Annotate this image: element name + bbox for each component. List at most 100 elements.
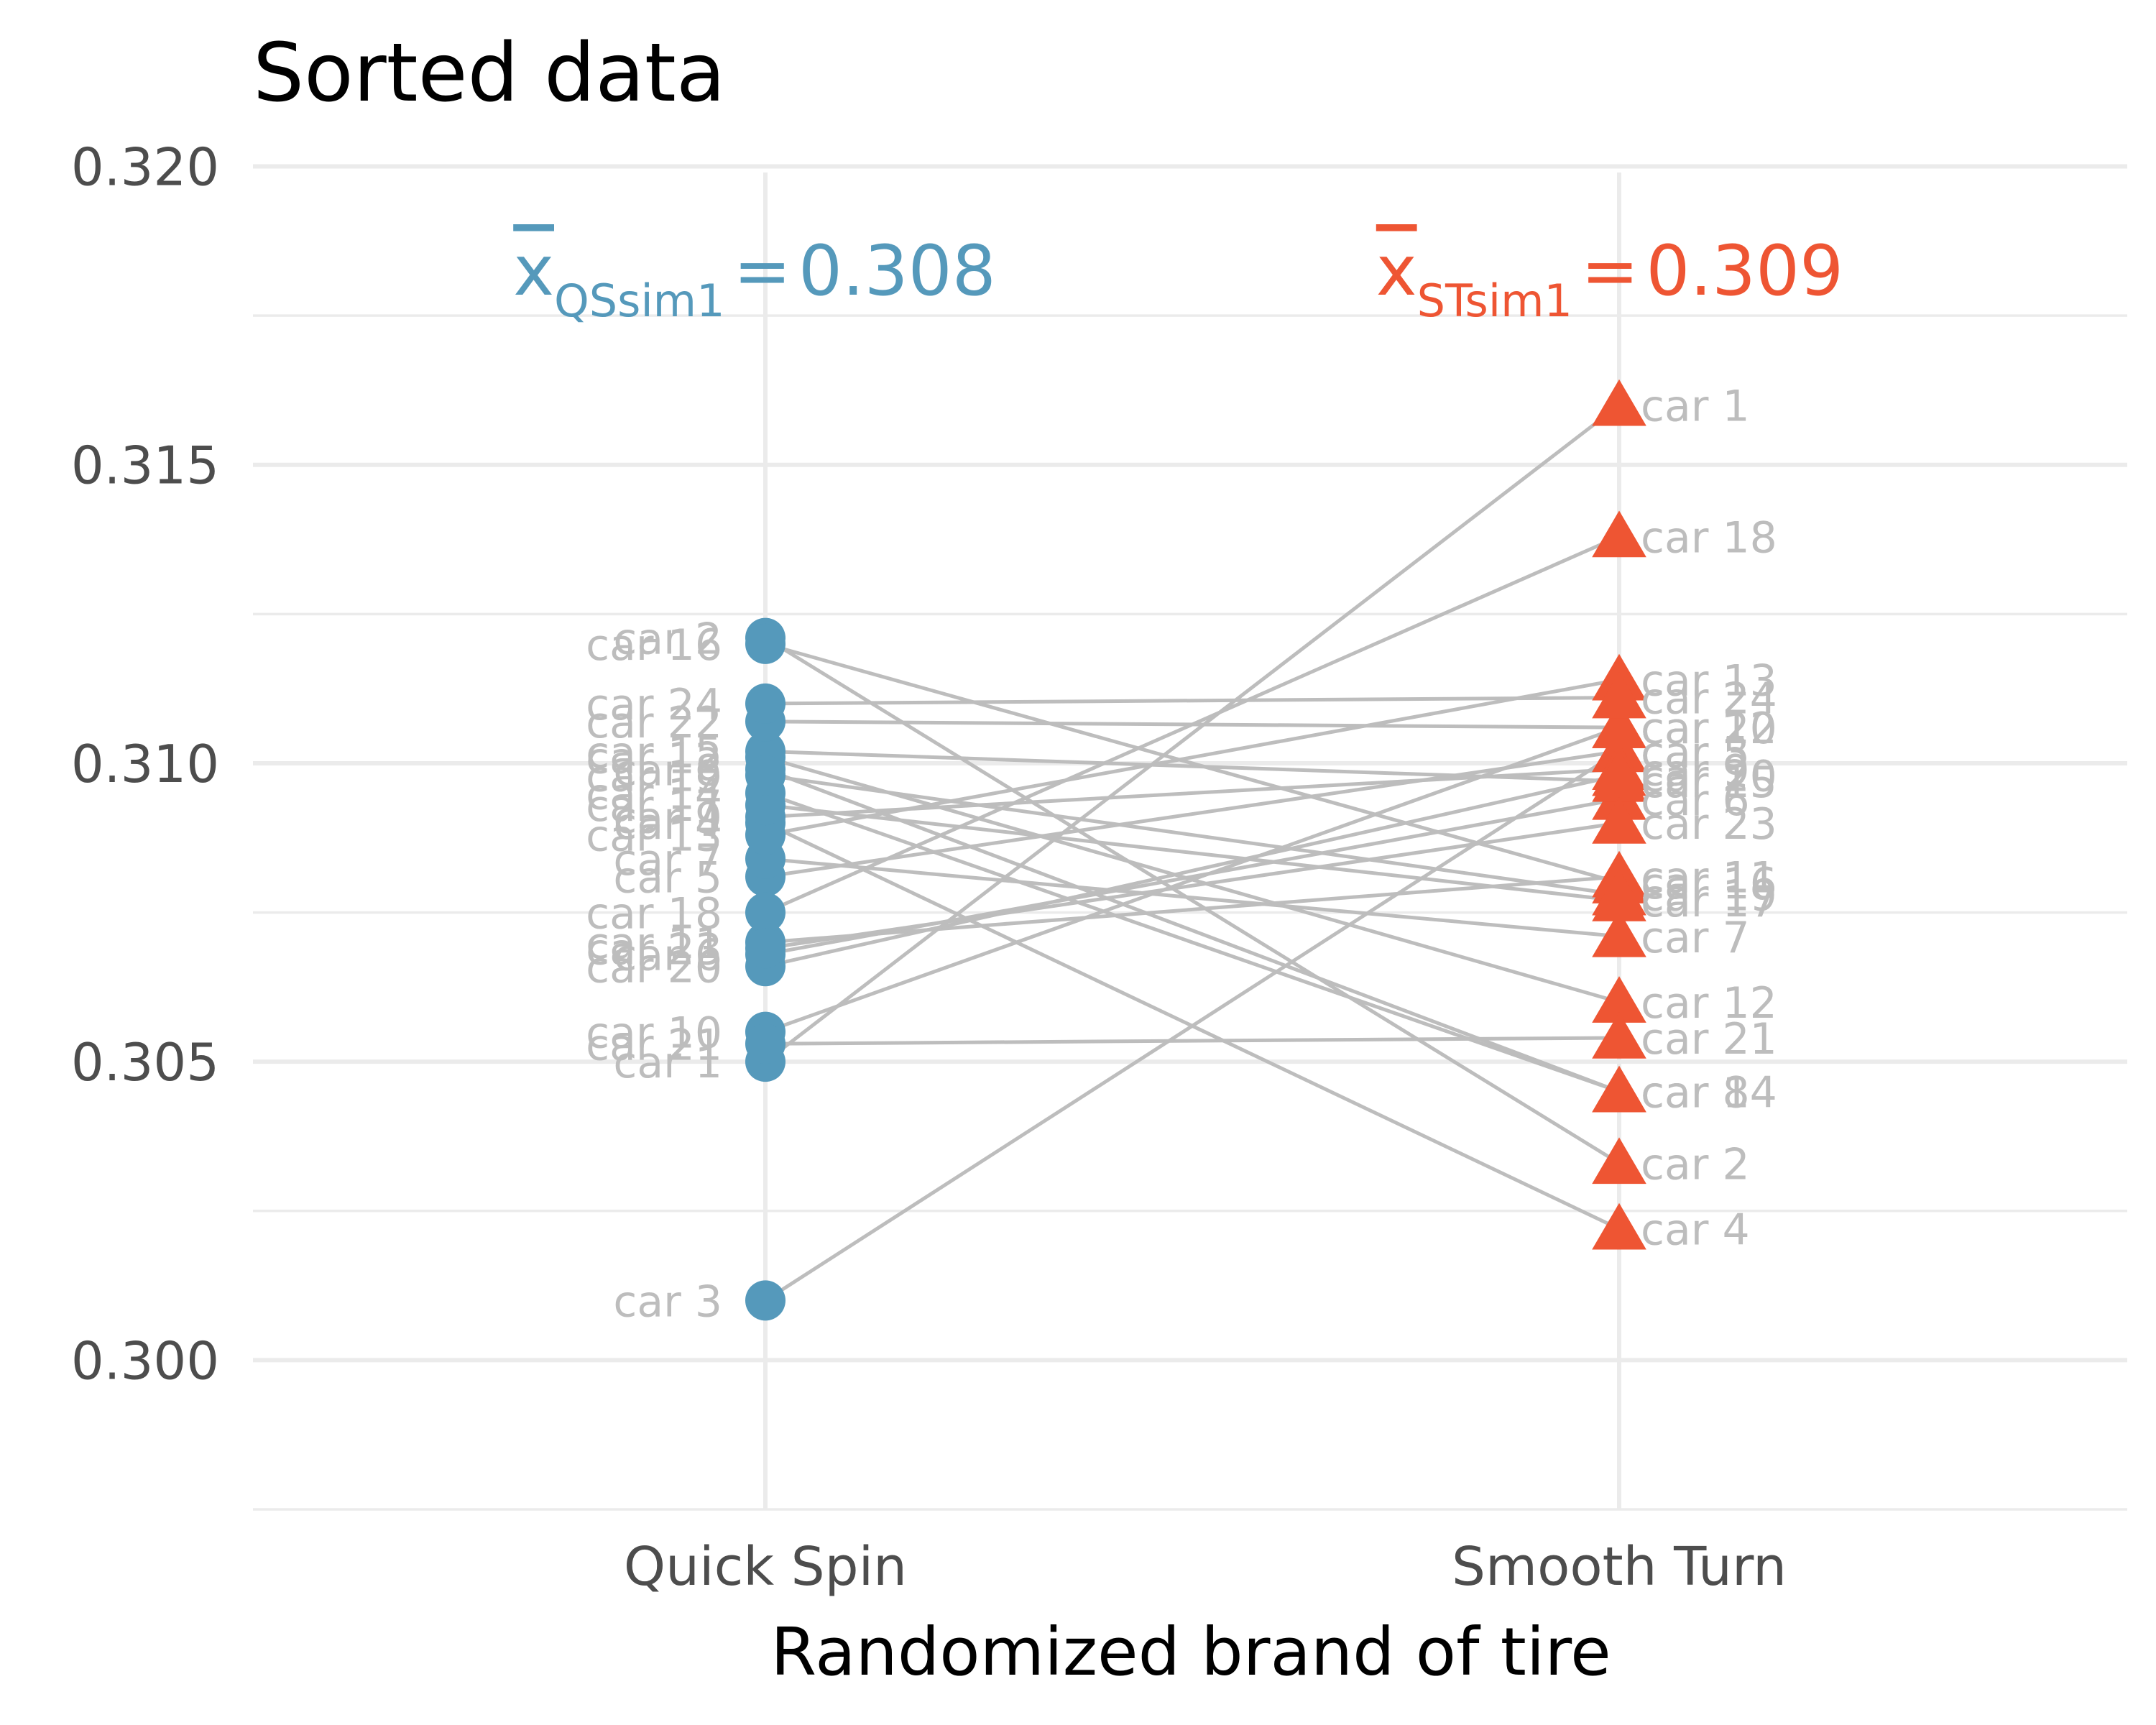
- connector-line: [765, 791, 1620, 1094]
- mean-value: 0.309: [1646, 231, 1843, 311]
- quick-spin-car-label: car 21: [586, 1020, 722, 1070]
- smooth-turn-point: [1592, 702, 1646, 748]
- smooth-turn-car-label: car 7: [1641, 913, 1750, 963]
- quick-spin-point: [745, 683, 786, 724]
- quick-spin-car-label: car 3: [613, 1276, 722, 1327]
- quick-spin-car-label: car 12: [586, 734, 722, 784]
- car-labels: car 1 car 1 car 2 car 2 car 3 car 3 car 4 car 4…: [586, 382, 1777, 1328]
- connector-line: [765, 821, 1620, 950]
- quick-spin-car-label: car 10: [586, 1008, 722, 1059]
- quick-spin-point: [745, 755, 786, 796]
- connector-line: [765, 749, 1620, 879]
- y-tick-label: 0.320: [71, 137, 219, 198]
- smooth-turn-car-label: car 19: [1641, 871, 1777, 921]
- x-axis-title: Randomized brand of tire: [770, 1614, 1611, 1690]
- connector-line: [765, 678, 1620, 837]
- smooth-turn-car-label: car 10: [1641, 704, 1777, 754]
- quick-spin-points: [745, 617, 786, 1321]
- x-axis-ticks: Quick Spin Smooth Turn: [624, 1536, 1787, 1598]
- connector-line: [765, 773, 1620, 968]
- mean-subscript: STsim1: [1417, 275, 1572, 327]
- smooth-turn-point: [1592, 1011, 1646, 1059]
- smooth-turn-point: [1592, 1137, 1646, 1184]
- quick-spin-point: [745, 928, 786, 969]
- quick-spin-point: [745, 892, 786, 933]
- smooth-turn-car-label: car 14: [1641, 1068, 1777, 1118]
- quick-spin-point: [745, 1280, 786, 1321]
- quick-spin-car-label: car 9: [613, 794, 722, 844]
- y-tick-label: 0.300: [71, 1330, 219, 1391]
- quick-spin-car-label: car 20: [586, 942, 722, 993]
- smooth-turn-point: [1592, 1202, 1646, 1250]
- y-tick-label: 0.315: [71, 436, 219, 496]
- connector-line: [764, 403, 1621, 1064]
- smooth-turn-point: [1592, 868, 1646, 916]
- connector-line: [764, 821, 1621, 1230]
- quick-spin-point: [745, 1024, 786, 1064]
- quick-spin-car-label: car 11: [586, 919, 722, 969]
- smooth-turn-point: [1592, 910, 1646, 957]
- connector-line: [765, 749, 1620, 783]
- connector-lines: [764, 403, 1621, 1302]
- y-tick-label: 0.305: [71, 1032, 219, 1092]
- connector-line: [765, 1036, 1620, 1046]
- gridlines: [253, 164, 2127, 1511]
- smooth-turn-car-label: car 6: [1641, 776, 1750, 826]
- smooth-turn-car-label: car 5: [1641, 727, 1750, 778]
- smooth-turn-point: [1592, 797, 1646, 844]
- smooth-turn-points: [1592, 379, 1646, 1250]
- y-axis-ticks: 0.300 0.305 0.310 0.315 0.320: [71, 137, 219, 1392]
- smooth-turn-car-label: car 2: [1641, 1139, 1750, 1190]
- connector-line: [765, 696, 1620, 706]
- quick-spin-car-label: car 1: [613, 1038, 722, 1088]
- mean-annotation: xSTsim1 = 0.309: [1376, 231, 1843, 327]
- quick-spin-car-label: car 23: [586, 924, 722, 975]
- smooth-turn-car-label: car 8: [1641, 1068, 1750, 1118]
- quick-spin-car-label: car 18: [586, 889, 722, 939]
- smooth-turn-car-label: car 15: [1641, 758, 1777, 808]
- smooth-turn-car-label: car 13: [1641, 656, 1777, 707]
- quick-spin-car-label: car 2: [613, 615, 722, 665]
- x-tick-label: Smooth Turn: [1452, 1536, 1787, 1598]
- connector-line: [765, 773, 1620, 897]
- connector-line: [765, 755, 1620, 1004]
- smooth-turn-point: [1592, 671, 1646, 719]
- mean-symbol: x: [1376, 231, 1417, 311]
- smooth-turn-car-label: car 21: [1641, 1014, 1777, 1064]
- mean-value: 0.308: [798, 231, 996, 311]
- smooth-turn-car-label: car 23: [1641, 799, 1777, 850]
- quick-spin-car-label: car 8: [613, 745, 722, 796]
- smooth-turn-point: [1592, 379, 1646, 426]
- smooth-turn-car-label: car 20: [1641, 752, 1777, 802]
- chart-title: Sorted data: [253, 27, 725, 120]
- connector-line: [765, 857, 1620, 939]
- connector-line: [765, 875, 1620, 944]
- quick-spin-car-label: car 19: [586, 752, 722, 802]
- smooth-turn-point: [1592, 510, 1646, 558]
- smooth-turn-car-label: car 18: [1641, 512, 1777, 563]
- smooth-turn-car-label: car 3: [1641, 727, 1750, 778]
- smooth-turn-point: [1592, 1065, 1646, 1113]
- quick-spin-car-label: car 17: [586, 781, 722, 832]
- quick-spin-car-label: car 6: [613, 931, 722, 981]
- quick-spin-point: [745, 785, 786, 826]
- smooth-turn-car-label: car 4: [1641, 1205, 1750, 1256]
- connector-line: [765, 719, 1620, 730]
- quick-spin-car-label: car 16: [586, 620, 722, 671]
- smooth-turn-car-label: car 17: [1641, 877, 1777, 927]
- mean-equals: =: [1581, 231, 1639, 311]
- connector-line: [765, 803, 1620, 903]
- smooth-turn-car-label: car 22: [1641, 704, 1777, 754]
- smooth-turn-point: [1592, 976, 1646, 1023]
- mean-subscript: QSsim1: [554, 275, 725, 327]
- smooth-turn-car-label: car 9: [1641, 745, 1750, 796]
- smooth-turn-car-label: car 11: [1641, 853, 1777, 903]
- mean-annotation: xQSsim1 = 0.308: [513, 231, 996, 327]
- smooth-turn-car-label: car 24: [1641, 674, 1777, 724]
- quick-spin-car-label: car 24: [586, 680, 722, 730]
- quick-spin-car-label: car 4: [613, 799, 722, 850]
- quick-spin-point: [745, 814, 786, 855]
- connector-line: [764, 636, 1621, 1165]
- mean-equals: =: [734, 231, 791, 311]
